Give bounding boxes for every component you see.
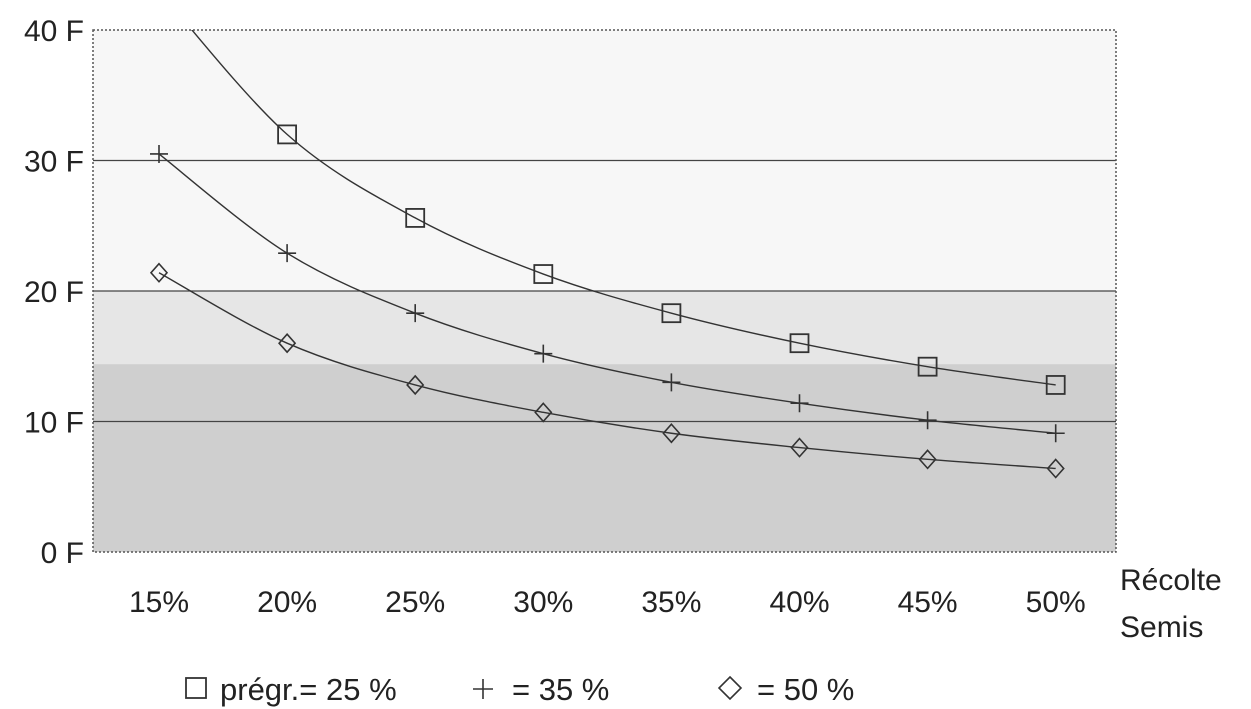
data-point-diamond [534,402,553,423]
legend-plus-icon [473,679,493,699]
x-tick-labels: 15% 20% 25% 30% 35% 40% 45% 50% [129,586,1086,619]
x-axis-title-semis: Semis [1120,611,1203,644]
shade-band-1 [93,291,1116,365]
x-tick-label: 20% [257,586,317,619]
data-point-square [789,333,810,354]
legend: prégr.= 25 % = 35 % = 50 % [185,672,854,707]
data-point-diamond [278,332,297,354]
data-point-plus [790,394,809,413]
data-point-square [405,208,426,228]
x-tick-label: 15% [129,586,189,619]
data-point-plus [662,373,681,392]
data-point-square [1045,375,1066,395]
y-tick-label: 10 F [24,407,84,440]
plot-frame [92,29,1117,553]
data-point-square [277,124,298,145]
data-point-diamond [662,423,681,444]
shade-band-0 [93,364,1116,552]
x-tick-label: 30% [513,586,573,619]
y-tick-label: 40 F [24,15,84,48]
data-point-square [533,264,554,284]
x-tick-label: 45% [898,586,958,619]
series-line-plus [158,153,1056,434]
y-tick-label: 30 F [24,146,84,179]
data-point-square [661,303,682,324]
x-axis-title-recolte: Récolte [1120,564,1222,597]
series-line-square [191,30,1056,386]
data-point-diamond [918,449,937,470]
data-point-plus [278,244,297,263]
data-point-diamond [149,262,169,283]
data-point-diamond [790,437,809,458]
x-tick-label: 35% [641,586,701,619]
data-point-diamond [1046,458,1065,479]
data-point-plus [534,344,553,363]
data-point-plus [918,411,937,430]
data-point-square [917,356,938,377]
y-tick-label: 20 F [24,276,84,309]
legend-square-icon [185,677,207,699]
x-tick-label: 25% [385,586,445,619]
data-point-plus [1046,424,1065,443]
data-point-diamond [406,374,425,396]
y-tick-label: 0 F [41,537,84,570]
data-point-plus [406,304,425,323]
legend-diamond-icon [717,675,743,701]
legend-label-3: = 50 % [757,672,854,707]
x-tick-label: 40% [769,586,829,619]
legend-label-1: prégr.= 25 % [220,672,397,707]
series-markers [149,124,1066,479]
legend-label-2: = 35 % [512,672,609,707]
x-tick-label: 50% [1026,586,1086,619]
y-tick-labels: 0 F 10 F 20 F 30 F 40 F [24,15,84,570]
data-point-plus [150,144,168,163]
